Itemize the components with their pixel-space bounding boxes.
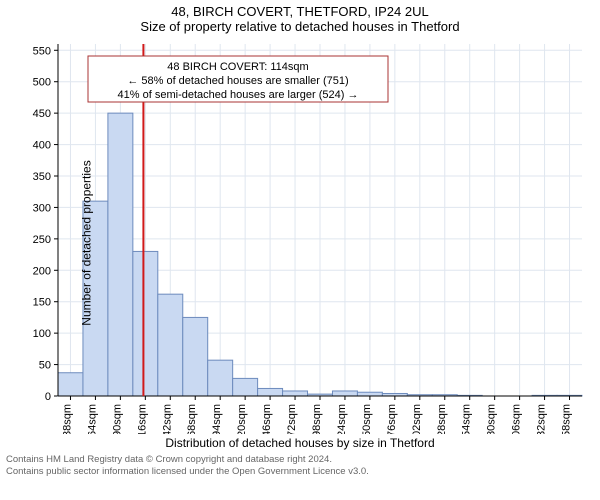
svg-text:324sqm: 324sqm — [336, 404, 348, 434]
y-axis-label: Number of detached properties — [80, 160, 94, 325]
svg-text:250: 250 — [33, 234, 51, 246]
svg-text:200: 200 — [33, 265, 51, 277]
svg-text:400: 400 — [33, 140, 51, 152]
svg-text:41% of semi-detached houses ar: 41% of semi-detached houses are larger (… — [118, 89, 359, 101]
svg-text:194sqm: 194sqm — [211, 404, 223, 434]
page-subtitle: Size of property relative to detached ho… — [0, 19, 600, 36]
svg-text:50: 50 — [39, 360, 51, 372]
svg-text:38sqm: 38sqm — [61, 404, 73, 434]
svg-text:480sqm: 480sqm — [486, 404, 498, 434]
svg-text:532sqm: 532sqm — [536, 404, 548, 434]
svg-text:116sqm: 116sqm — [136, 404, 148, 434]
svg-text:← 58% of detached houses are s: ← 58% of detached houses are smaller (75… — [127, 75, 348, 87]
svg-text:246sqm: 246sqm — [261, 404, 273, 434]
svg-text:500: 500 — [33, 77, 51, 89]
svg-text:298sqm: 298sqm — [311, 404, 323, 434]
svg-text:350: 350 — [33, 171, 51, 183]
svg-text:272sqm: 272sqm — [286, 404, 298, 434]
svg-text:402sqm: 402sqm — [411, 404, 423, 434]
svg-text:450: 450 — [33, 108, 51, 120]
svg-text:350sqm: 350sqm — [361, 404, 373, 434]
svg-text:506sqm: 506sqm — [511, 404, 523, 434]
footer-line-2: Contains public sector information licen… — [6, 466, 594, 478]
page-title-address: 48, BIRCH COVERT, THETFORD, IP24 2UL — [0, 0, 600, 19]
svg-text:550: 550 — [33, 45, 51, 57]
svg-text:300: 300 — [33, 202, 51, 214]
svg-text:142sqm: 142sqm — [161, 404, 173, 434]
svg-text:168sqm: 168sqm — [186, 404, 198, 434]
chart-container: Number of detached properties 0 50 100 150 2… — [0, 36, 600, 450]
svg-text:220sqm: 220sqm — [236, 404, 248, 434]
footer-attribution: Contains HM Land Registry data © Crown c… — [0, 450, 600, 478]
svg-text:428sqm: 428sqm — [436, 404, 448, 434]
svg-text:48 BIRCH COVERT: 114sqm: 48 BIRCH COVERT: 114sqm — [167, 61, 308, 73]
svg-text:454sqm: 454sqm — [461, 404, 473, 434]
svg-text:376sqm: 376sqm — [386, 404, 398, 434]
svg-text:0: 0 — [45, 391, 51, 403]
svg-text:150: 150 — [33, 297, 51, 309]
x-axis-label: Distribution of detached houses by size … — [0, 434, 600, 450]
svg-text:90sqm: 90sqm — [111, 404, 123, 434]
footer-line-1: Contains HM Land Registry data © Crown c… — [6, 454, 594, 466]
svg-text:64sqm: 64sqm — [86, 404, 98, 434]
svg-text:558sqm: 558sqm — [561, 404, 573, 434]
svg-text:100: 100 — [33, 328, 51, 340]
